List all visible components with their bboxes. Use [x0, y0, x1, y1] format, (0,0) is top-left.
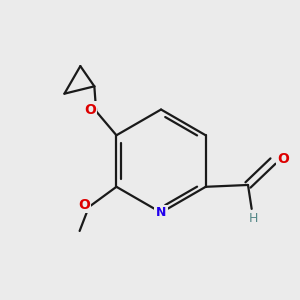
Text: O: O	[278, 152, 289, 166]
Text: H: H	[249, 212, 258, 225]
Text: N: N	[156, 206, 166, 219]
Text: O: O	[84, 103, 96, 116]
Text: O: O	[79, 198, 90, 212]
